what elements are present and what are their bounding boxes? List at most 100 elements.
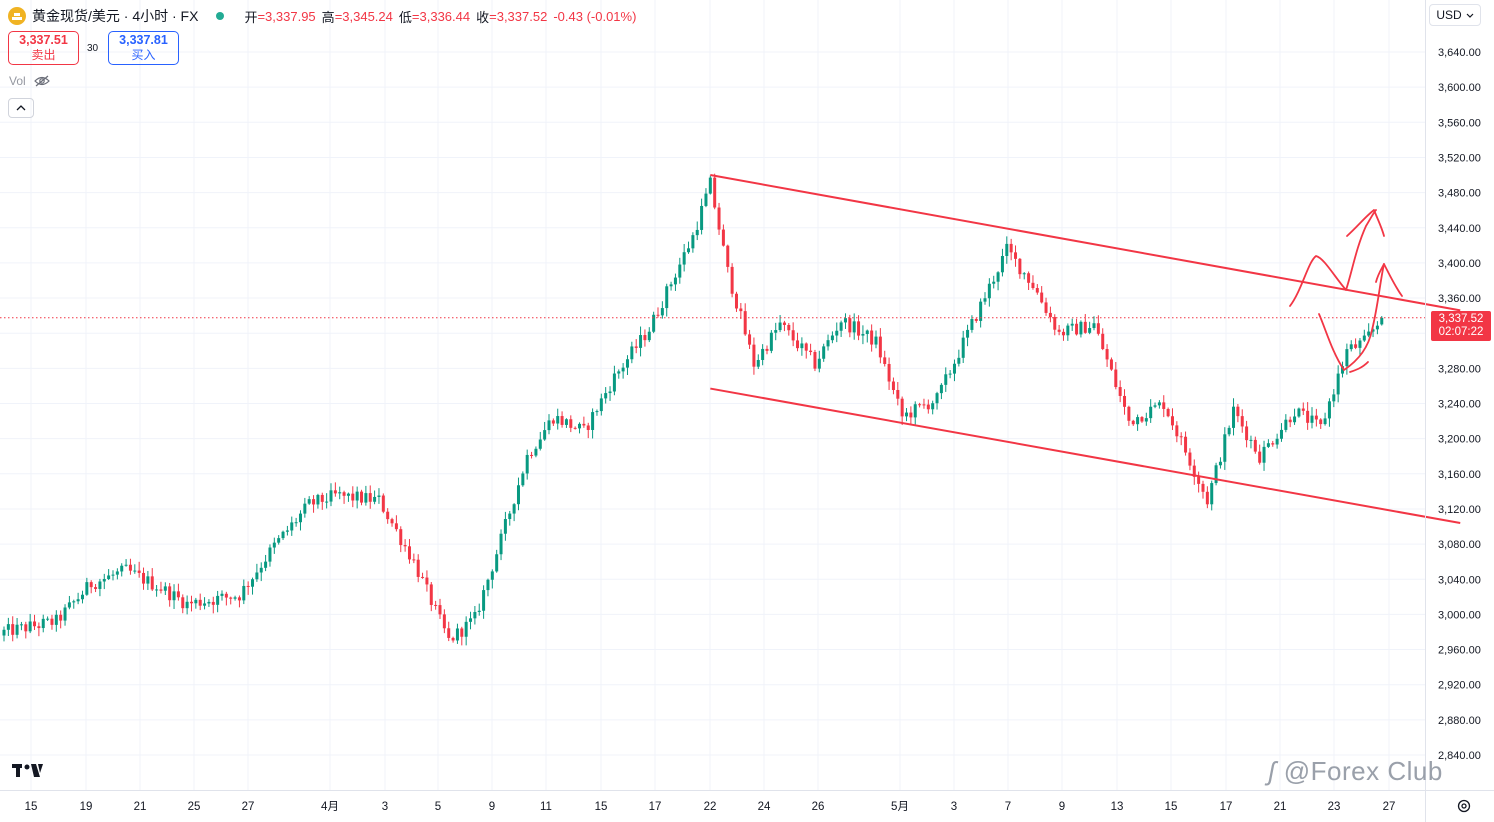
- candle-body: [809, 350, 813, 353]
- candle-body: [447, 628, 451, 638]
- scenario-arrow[interactable]: [1289, 209, 1377, 307]
- chevron-up-icon: [16, 105, 26, 111]
- buy-button[interactable]: 3,337.81 买入: [108, 31, 179, 65]
- candle-body: [787, 324, 791, 331]
- candle-body: [237, 597, 241, 601]
- candle-body: [660, 308, 664, 316]
- candle-body: [325, 501, 329, 503]
- candle-body: [89, 582, 93, 588]
- candle-body: [146, 576, 150, 584]
- candle-body: [782, 322, 786, 325]
- candle-body: [355, 491, 359, 501]
- candle-body: [333, 490, 337, 494]
- low-value: =3,336.44: [411, 8, 471, 24]
- candle-body: [560, 416, 564, 425]
- candle-body: [482, 590, 486, 611]
- candle-body: [142, 572, 146, 584]
- candles: [2, 173, 1384, 646]
- scenario-arrow[interactable]: [1318, 263, 1385, 371]
- x-tick-label: 5月: [891, 801, 909, 813]
- y-tick-label: 3,120.00: [1438, 504, 1481, 516]
- candle-body: [1070, 323, 1074, 326]
- candle-body: [1301, 408, 1305, 411]
- candle-body: [743, 311, 747, 335]
- candle-body: [272, 542, 276, 548]
- candle-body: [752, 344, 756, 367]
- candle-body: [1075, 323, 1079, 335]
- candle-body: [176, 591, 180, 598]
- candle-body: [643, 335, 647, 341]
- candle-body: [1336, 373, 1340, 395]
- drawings[interactable]: [710, 174, 1461, 524]
- candle-body: [11, 624, 15, 635]
- candle-body: [1044, 302, 1048, 313]
- x-tick-label: 26: [812, 801, 825, 813]
- sell-button[interactable]: 3,337.51 卖出: [8, 31, 79, 65]
- candle-body: [1040, 292, 1044, 303]
- candle-body: [37, 626, 41, 629]
- candle-body: [1266, 443, 1270, 447]
- candle-body: [748, 334, 752, 345]
- candle-body: [1271, 443, 1275, 445]
- y-tick-label: 3,000.00: [1438, 609, 1481, 621]
- candle-body: [1184, 436, 1188, 453]
- y-tick-label: 2,960.00: [1438, 645, 1481, 657]
- candle-body: [259, 567, 263, 573]
- tradingview-logo-icon[interactable]: [12, 761, 44, 779]
- candle-body: [1262, 446, 1266, 463]
- eye-hidden-icon[interactable]: [33, 75, 50, 87]
- candle-body: [1197, 476, 1201, 484]
- candle-body: [54, 614, 58, 625]
- settings-gear-icon[interactable]: [1456, 798, 1472, 814]
- candle-body: [891, 381, 895, 391]
- scenario-arrow[interactable]: [1349, 361, 1369, 373]
- candle-body: [931, 403, 935, 410]
- scenario-arrow[interactable]: [1346, 209, 1385, 237]
- candle-body: [1018, 258, 1022, 275]
- candle-body: [133, 570, 137, 572]
- candle-body: [281, 531, 285, 539]
- currency-selector[interactable]: USD: [1429, 4, 1481, 26]
- candle-body: [1310, 415, 1314, 423]
- candle-body: [1153, 405, 1157, 407]
- candle-body: [33, 621, 37, 627]
- candle-body: [1035, 288, 1039, 293]
- candle-body: [425, 577, 429, 585]
- bar-countdown: 02:07:22: [1438, 326, 1484, 338]
- candle-body: [477, 610, 481, 613]
- candle-body: [979, 301, 983, 321]
- candle-body: [865, 330, 869, 335]
- trendline[interactable]: [710, 174, 1461, 312]
- candle-body: [346, 493, 350, 496]
- candle-body: [599, 398, 603, 412]
- candle-body: [285, 530, 289, 532]
- y-tick-label: 3,440.00: [1438, 223, 1481, 235]
- candle-body: [451, 637, 455, 641]
- candle-body: [294, 522, 298, 524]
- buy-price: 3,337.81: [119, 33, 168, 47]
- candle-body: [246, 585, 250, 587]
- chart-header: 黄金现货/美元 · 4小时 · FX 开 =3,337.95 高 =3,345.24…: [8, 6, 636, 26]
- candle-body: [905, 412, 909, 417]
- candle-body: [516, 485, 520, 505]
- candle-body: [665, 286, 669, 309]
- y-tick-label: 3,360.00: [1438, 293, 1481, 305]
- candle-body: [1371, 329, 1375, 332]
- symbol-title[interactable]: 黄金现货/美元 · 4小时 · FX: [32, 8, 199, 24]
- candle-body: [434, 604, 438, 606]
- candle-body: [996, 272, 1000, 282]
- grid: [0, 0, 1425, 790]
- candle-body: [647, 331, 651, 341]
- candle-body: [1375, 325, 1379, 330]
- volume-indicator[interactable]: Vol: [9, 74, 50, 88]
- collapse-legend-button[interactable]: [8, 98, 34, 118]
- candle-body: [1236, 406, 1240, 417]
- candle-body: [992, 281, 996, 284]
- trendline[interactable]: [710, 387, 1461, 524]
- x-tick-label: 22: [704, 801, 717, 813]
- scenario-arrow[interactable]: [1375, 263, 1403, 297]
- x-tick-label: 13: [1111, 801, 1124, 813]
- last-price-tag: 3,337.52 02:07:22: [1431, 311, 1491, 341]
- candle-body: [1210, 483, 1214, 505]
